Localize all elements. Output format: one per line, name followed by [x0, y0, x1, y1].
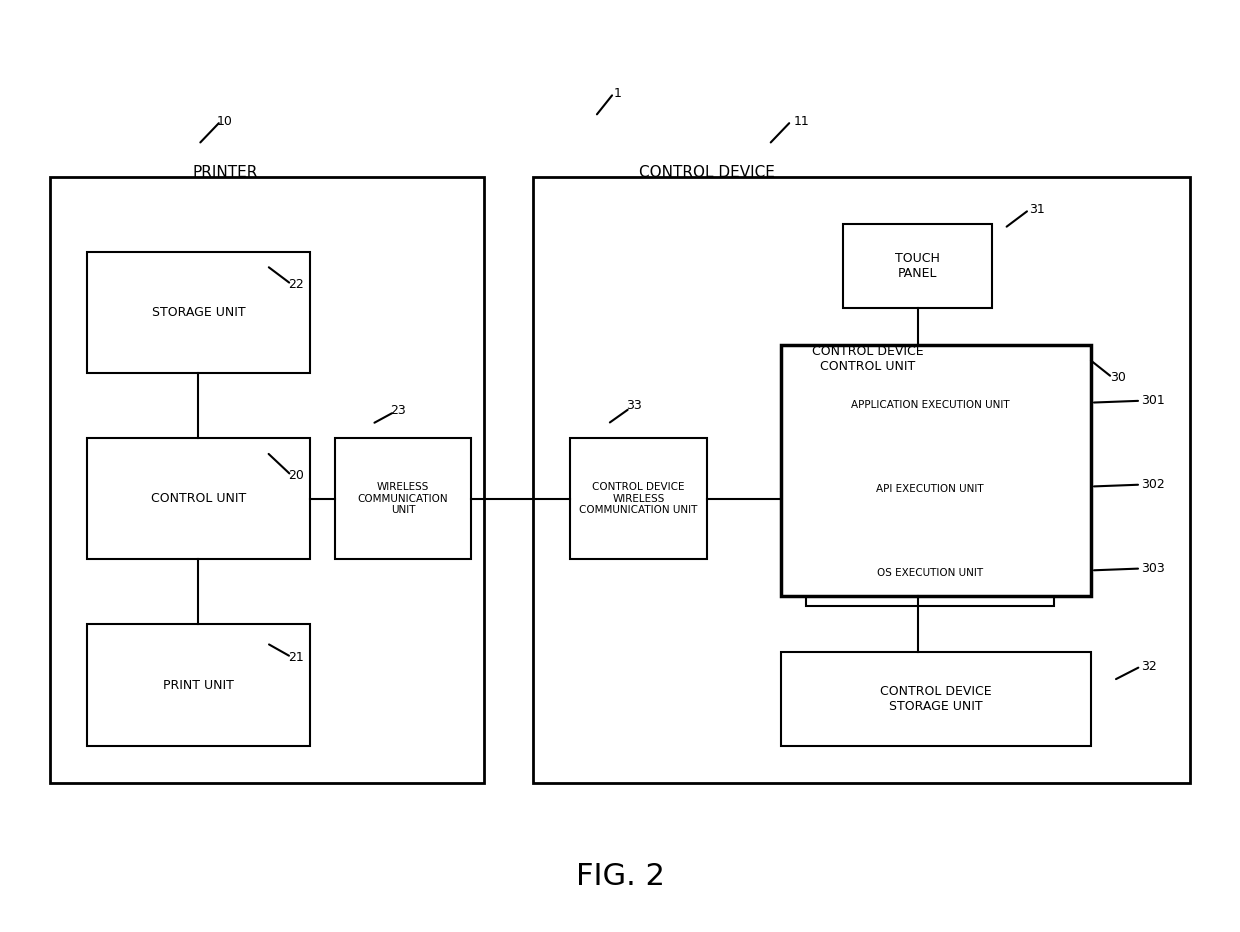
Text: 22: 22: [288, 278, 304, 291]
Text: 31: 31: [1029, 203, 1045, 216]
Text: 30: 30: [1110, 371, 1126, 384]
Text: 301: 301: [1141, 394, 1164, 407]
Text: 21: 21: [288, 651, 304, 664]
Text: CONTROL DEVICE
STORAGE UNIT: CONTROL DEVICE STORAGE UNIT: [880, 685, 992, 713]
Text: 23: 23: [391, 404, 407, 417]
FancyBboxPatch shape: [570, 438, 707, 559]
Text: PRINTER: PRINTER: [192, 165, 258, 180]
FancyBboxPatch shape: [806, 373, 1054, 438]
FancyBboxPatch shape: [806, 541, 1054, 606]
FancyBboxPatch shape: [50, 177, 484, 783]
Text: 1: 1: [614, 87, 621, 100]
Text: WIRELESS
COMMUNICATION
UNIT: WIRELESS COMMUNICATION UNIT: [357, 482, 449, 515]
FancyBboxPatch shape: [843, 224, 992, 308]
Text: PRINT UNIT: PRINT UNIT: [162, 678, 234, 692]
Text: 10: 10: [217, 115, 233, 128]
Text: 32: 32: [1141, 660, 1157, 673]
FancyBboxPatch shape: [87, 252, 310, 373]
FancyBboxPatch shape: [335, 438, 471, 559]
Text: 302: 302: [1141, 478, 1164, 491]
Text: API EXECUTION UNIT: API EXECUTION UNIT: [877, 485, 983, 494]
Text: 20: 20: [288, 469, 304, 482]
Text: OS EXECUTION UNIT: OS EXECUTION UNIT: [877, 569, 983, 578]
Text: CONTROL DEVICE: CONTROL DEVICE: [639, 165, 775, 180]
FancyBboxPatch shape: [781, 652, 1091, 746]
Text: FIG. 2: FIG. 2: [575, 861, 665, 891]
FancyBboxPatch shape: [806, 457, 1054, 522]
Text: 303: 303: [1141, 562, 1164, 575]
Text: APPLICATION EXECUTION UNIT: APPLICATION EXECUTION UNIT: [851, 401, 1009, 410]
Text: 11: 11: [794, 115, 810, 128]
Text: CONTROL UNIT: CONTROL UNIT: [151, 492, 246, 505]
Text: CONTROL DEVICE
CONTROL UNIT: CONTROL DEVICE CONTROL UNIT: [812, 345, 924, 373]
Text: CONTROL DEVICE
WIRELESS
COMMUNICATION UNIT: CONTROL DEVICE WIRELESS COMMUNICATION UN…: [579, 482, 698, 515]
Text: TOUCH
PANEL: TOUCH PANEL: [895, 252, 940, 280]
FancyBboxPatch shape: [87, 438, 310, 559]
FancyBboxPatch shape: [533, 177, 1190, 783]
Text: STORAGE UNIT: STORAGE UNIT: [151, 306, 246, 319]
Text: 33: 33: [626, 399, 642, 412]
FancyBboxPatch shape: [87, 624, 310, 746]
FancyBboxPatch shape: [781, 345, 1091, 596]
